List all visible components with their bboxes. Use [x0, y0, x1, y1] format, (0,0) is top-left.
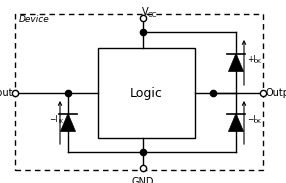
Text: GND: GND: [132, 177, 154, 183]
Text: IK: IK: [59, 119, 64, 124]
Text: −I: −I: [49, 115, 58, 124]
Bar: [15, 14, 263, 170]
Text: Output: Output: [265, 88, 286, 98]
Polygon shape: [229, 53, 244, 72]
Text: −I: −I: [247, 115, 256, 124]
Text: OK: OK: [254, 59, 262, 64]
Polygon shape: [229, 113, 244, 132]
Text: +I: +I: [247, 55, 256, 64]
Polygon shape: [60, 113, 76, 132]
Text: Input: Input: [0, 88, 13, 98]
Text: Logic: Logic: [130, 87, 163, 100]
Text: V: V: [142, 7, 149, 17]
Text: CC: CC: [148, 12, 158, 18]
Bar: [98, 48, 195, 138]
Text: OK: OK: [254, 119, 262, 124]
Text: Device: Device: [19, 15, 50, 24]
